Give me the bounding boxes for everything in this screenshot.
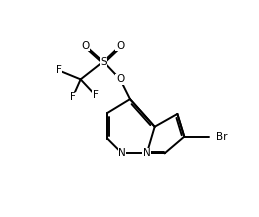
Text: F: F: [56, 66, 62, 76]
Text: N: N: [143, 148, 151, 158]
Text: F: F: [70, 92, 76, 102]
Text: O: O: [81, 41, 90, 51]
Text: Br: Br: [216, 132, 227, 142]
Text: O: O: [116, 41, 124, 51]
Text: O: O: [116, 74, 124, 84]
Text: F: F: [92, 90, 98, 100]
Text: N: N: [118, 148, 126, 158]
Text: S: S: [100, 57, 107, 67]
